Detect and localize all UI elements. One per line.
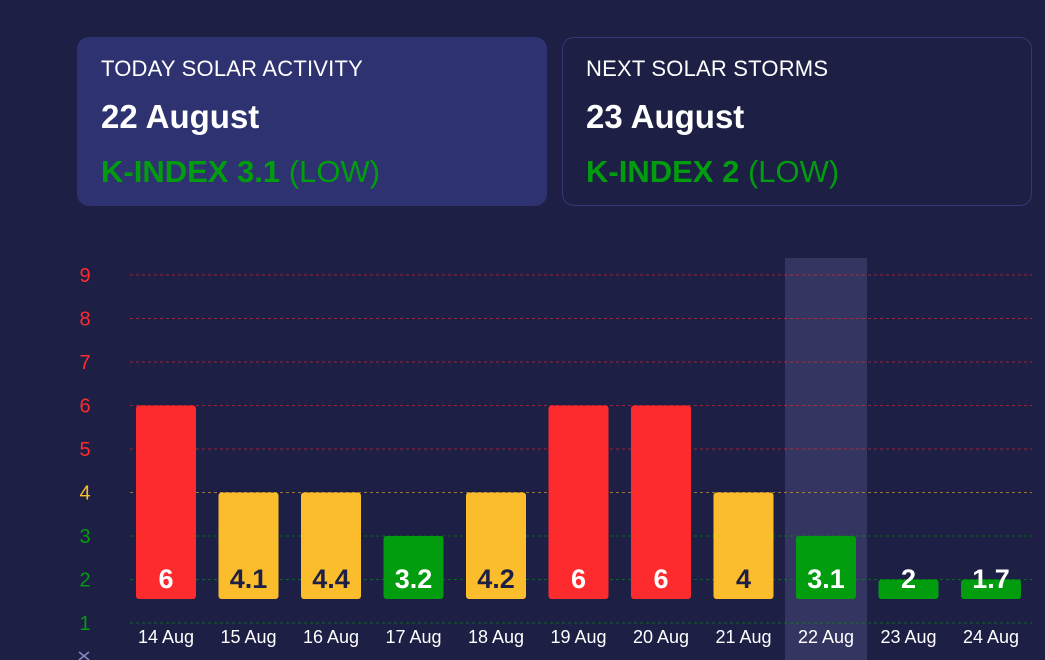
data-label: 4.4 xyxy=(312,564,350,594)
y-tick-label: 2 xyxy=(79,570,90,592)
bar xyxy=(961,579,1021,599)
data-label: 3.1 xyxy=(807,564,845,594)
data-label: 1.7 xyxy=(972,564,1010,594)
bar xyxy=(878,579,939,599)
y-tick-label: 4 xyxy=(79,483,90,505)
data-label: 3.2 xyxy=(395,564,433,594)
x-tick-label: 22 Aug xyxy=(798,627,854,647)
data-label: 4.1 xyxy=(230,564,268,594)
y-tick-label: 9 xyxy=(79,265,90,287)
today-date: 22 August xyxy=(101,98,260,135)
bar xyxy=(548,405,609,599)
y-tick-label: 3 xyxy=(79,526,90,548)
today-card-label: TODAY SOLAR ACTIVITY xyxy=(101,56,363,81)
bar xyxy=(796,536,856,599)
bar xyxy=(301,492,361,599)
y-tick-label: 7 xyxy=(79,352,90,374)
y-tick-label: 6 xyxy=(79,396,90,418)
data-label: 2 xyxy=(901,564,916,594)
next-storms-card: NEXT SOLAR STORMS 23 August K-INDEX 2 (L… xyxy=(562,37,1032,206)
bar xyxy=(631,405,691,599)
x-tick-label: 14 Aug xyxy=(138,627,194,647)
next-kindex-value: K-INDEX 2 xyxy=(586,154,740,189)
today-kindex: K-INDEX 3.1 (LOW) xyxy=(101,154,380,190)
x-tick-label: 24 Aug xyxy=(963,627,1019,647)
x-tick-label: 16 Aug xyxy=(303,627,359,647)
next-kindex: K-INDEX 2 (LOW) xyxy=(586,154,839,190)
data-label: 4 xyxy=(736,564,751,594)
bar xyxy=(713,492,774,599)
bar xyxy=(136,405,196,599)
x-tick-label: 17 Aug xyxy=(385,627,441,647)
y-tick-label: 5 xyxy=(79,439,90,461)
x-tick-label: 19 Aug xyxy=(550,627,606,647)
data-label: 6 xyxy=(571,564,586,594)
x-tick-label: 23 Aug xyxy=(880,627,936,647)
today-kindex-level: (LOW) xyxy=(288,154,381,189)
next-kindex-level: (LOW) xyxy=(747,154,840,189)
next-card-label: NEXT SOLAR STORMS xyxy=(586,56,829,81)
bar xyxy=(466,492,526,599)
x-tick-label: 20 Aug xyxy=(633,627,689,647)
data-label: 6 xyxy=(158,564,173,594)
x-axis-cross-icon xyxy=(78,651,90,660)
data-label: 6 xyxy=(653,564,668,594)
data-label: 4.2 xyxy=(477,564,515,594)
bar xyxy=(218,492,279,599)
x-tick-label: 21 Aug xyxy=(715,627,771,647)
x-tick-label: 18 Aug xyxy=(468,627,524,647)
today-kindex-value: K-INDEX 3.1 xyxy=(101,154,281,189)
bar xyxy=(383,536,444,599)
next-date: 23 August xyxy=(586,98,745,135)
x-tick-label: 15 Aug xyxy=(220,627,276,647)
today-activity-card: TODAY SOLAR ACTIVITY 22 August K-INDEX 3… xyxy=(77,37,547,206)
y-tick-label: 8 xyxy=(79,309,90,331)
y-tick-label: 1 xyxy=(79,613,90,635)
